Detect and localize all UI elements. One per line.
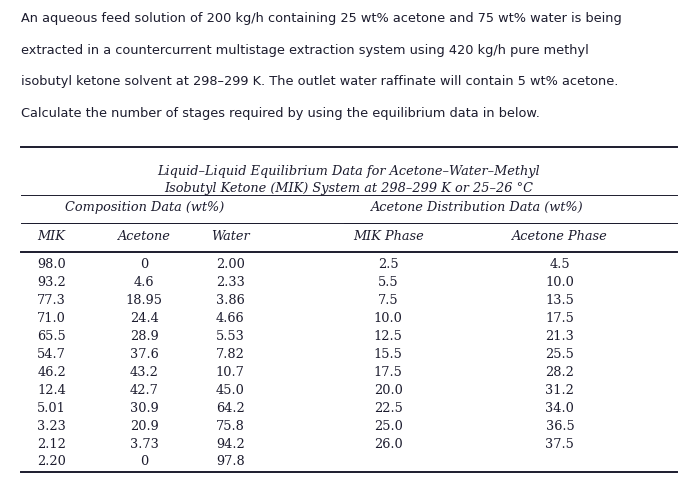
Text: Acetone Phase: Acetone Phase xyxy=(512,229,608,242)
Text: 45.0: 45.0 xyxy=(216,383,245,396)
Text: 17.5: 17.5 xyxy=(545,311,574,324)
Text: 28.2: 28.2 xyxy=(545,365,574,378)
Text: Acetone Distribution Data (wt%): Acetone Distribution Data (wt%) xyxy=(371,201,584,214)
Text: 5.5: 5.5 xyxy=(378,275,398,288)
Text: 77.3: 77.3 xyxy=(37,293,66,306)
Text: 20.9: 20.9 xyxy=(130,419,159,432)
Text: 18.95: 18.95 xyxy=(126,293,163,306)
Text: 64.2: 64.2 xyxy=(216,401,245,414)
Text: 2.5: 2.5 xyxy=(378,257,398,271)
Text: 3.23: 3.23 xyxy=(37,419,66,432)
Text: 7.5: 7.5 xyxy=(378,293,398,306)
Text: 97.8: 97.8 xyxy=(216,454,245,468)
Text: 7.82: 7.82 xyxy=(216,347,245,360)
Text: 5.01: 5.01 xyxy=(37,401,66,414)
Text: 4.5: 4.5 xyxy=(550,257,570,271)
Text: 37.6: 37.6 xyxy=(130,347,159,360)
Text: 34.0: 34.0 xyxy=(545,401,574,414)
Text: 4.66: 4.66 xyxy=(216,311,245,324)
Text: 28.9: 28.9 xyxy=(130,329,159,342)
Text: 21.3: 21.3 xyxy=(545,329,574,342)
Text: 94.2: 94.2 xyxy=(216,437,245,450)
Text: An aqueous feed solution of 200 kg/h containing 25 wt% acetone and 75 wt% water : An aqueous feed solution of 200 kg/h con… xyxy=(21,12,621,25)
Text: 22.5: 22.5 xyxy=(374,401,403,414)
Text: 4.6: 4.6 xyxy=(134,275,155,288)
Text: 12.4: 12.4 xyxy=(37,383,66,396)
Text: 10.0: 10.0 xyxy=(545,275,574,288)
Text: Calculate the number of stages required by using the equilibrium data in below.: Calculate the number of stages required … xyxy=(21,106,539,120)
Text: 43.2: 43.2 xyxy=(130,365,159,378)
Text: 93.2: 93.2 xyxy=(37,275,66,288)
Text: 98.0: 98.0 xyxy=(37,257,66,271)
Text: extracted in a countercurrent multistage extraction system using 420 kg/h pure m: extracted in a countercurrent multistage… xyxy=(21,44,588,57)
Text: 42.7: 42.7 xyxy=(130,383,159,396)
Text: 2.20: 2.20 xyxy=(37,454,66,468)
Text: 0: 0 xyxy=(140,454,148,468)
Text: 75.8: 75.8 xyxy=(216,419,245,432)
Text: 71.0: 71.0 xyxy=(37,311,66,324)
Text: 26.0: 26.0 xyxy=(374,437,403,450)
Text: Liquid–Liquid Equilibrium Data for Acetone–Water–Methyl: Liquid–Liquid Equilibrium Data for Aceto… xyxy=(157,165,540,178)
Text: 10.7: 10.7 xyxy=(216,365,245,378)
Text: Acetone: Acetone xyxy=(118,229,170,242)
Text: MIK Phase: MIK Phase xyxy=(353,229,423,242)
Text: Water: Water xyxy=(211,229,249,242)
Text: 36.5: 36.5 xyxy=(545,419,574,432)
Text: isobutyl ketone solvent at 298–299 K. The outlet water raffinate will contain 5 : isobutyl ketone solvent at 298–299 K. Th… xyxy=(21,75,618,88)
Text: 25.0: 25.0 xyxy=(374,419,403,432)
Text: 17.5: 17.5 xyxy=(374,365,403,378)
Text: Composition Data (wt%): Composition Data (wt%) xyxy=(65,201,224,214)
Text: 0: 0 xyxy=(140,257,148,271)
Text: 37.5: 37.5 xyxy=(545,437,574,450)
Text: MIK: MIK xyxy=(38,229,65,242)
Text: 20.0: 20.0 xyxy=(374,383,403,396)
Text: 12.5: 12.5 xyxy=(374,329,403,342)
Text: 13.5: 13.5 xyxy=(545,293,574,306)
Text: 25.5: 25.5 xyxy=(545,347,574,360)
Text: 54.7: 54.7 xyxy=(37,347,66,360)
Text: 31.2: 31.2 xyxy=(545,383,574,396)
Text: 2.12: 2.12 xyxy=(37,437,66,450)
Text: 3.86: 3.86 xyxy=(216,293,245,306)
Text: 2.00: 2.00 xyxy=(216,257,245,271)
Text: 5.53: 5.53 xyxy=(216,329,245,342)
Text: 46.2: 46.2 xyxy=(37,365,66,378)
Text: 24.4: 24.4 xyxy=(130,311,159,324)
Text: 2.33: 2.33 xyxy=(216,275,245,288)
Text: 10.0: 10.0 xyxy=(374,311,403,324)
Text: 30.9: 30.9 xyxy=(130,401,159,414)
Text: 3.73: 3.73 xyxy=(130,437,159,450)
Text: 65.5: 65.5 xyxy=(37,329,66,342)
Text: 15.5: 15.5 xyxy=(374,347,403,360)
Text: Isobutyl Ketone (MIK) System at 298–299 K or 25–26 °C: Isobutyl Ketone (MIK) System at 298–299 … xyxy=(164,182,533,195)
